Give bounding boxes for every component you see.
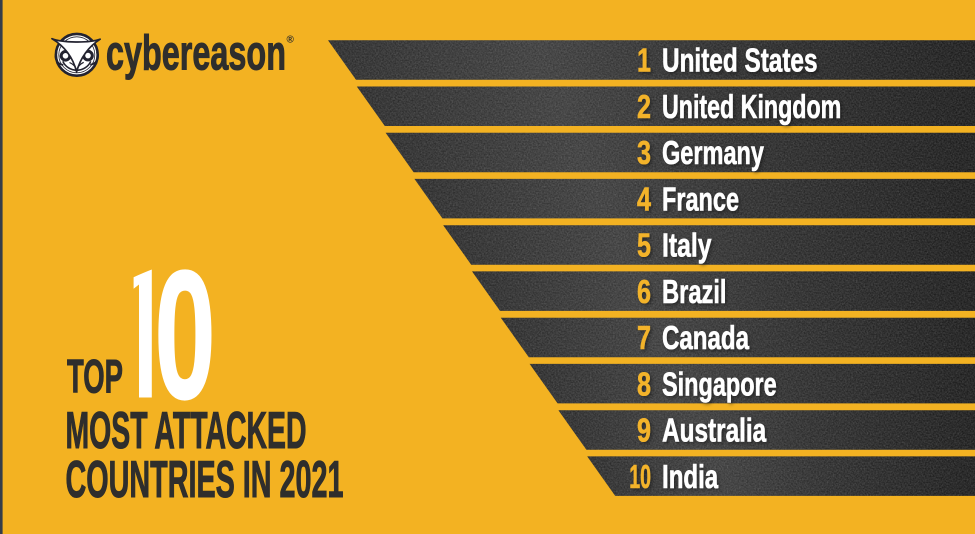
svg-text:COUNTRIES IN 2021: COUNTRIES IN 2021 <box>66 451 344 509</box>
svg-text:1: 1 <box>637 42 651 79</box>
svg-text:cybereason: cybereason <box>106 26 286 80</box>
svg-text:Italy: Italy <box>662 228 712 265</box>
svg-text:6: 6 <box>637 273 651 310</box>
svg-text:France: France <box>662 181 739 218</box>
svg-text:United Kingdom: United Kingdom <box>662 89 841 126</box>
svg-text:2: 2 <box>637 89 651 126</box>
svg-text:0: 0 <box>155 232 216 437</box>
svg-text:5: 5 <box>637 227 651 264</box>
svg-text:3: 3 <box>637 135 651 172</box>
svg-text:Australia: Australia <box>662 413 766 450</box>
svg-text:®: ® <box>287 35 295 46</box>
svg-text:9: 9 <box>637 412 651 449</box>
svg-text:Canada: Canada <box>662 320 749 357</box>
svg-text:8: 8 <box>637 366 651 403</box>
svg-text:Germany: Germany <box>662 135 764 172</box>
svg-text:7: 7 <box>637 320 651 357</box>
svg-text:United States: United States <box>662 43 818 80</box>
svg-text:TOP: TOP <box>67 349 123 402</box>
svg-text:India: India <box>662 459 718 496</box>
svg-text:Singapore: Singapore <box>662 366 777 403</box>
svg-text:MOST ATTACKED: MOST ATTACKED <box>66 402 307 460</box>
svg-text:Brazil: Brazil <box>662 274 727 311</box>
svg-text:10: 10 <box>629 458 651 495</box>
svg-text:4: 4 <box>637 181 651 218</box>
